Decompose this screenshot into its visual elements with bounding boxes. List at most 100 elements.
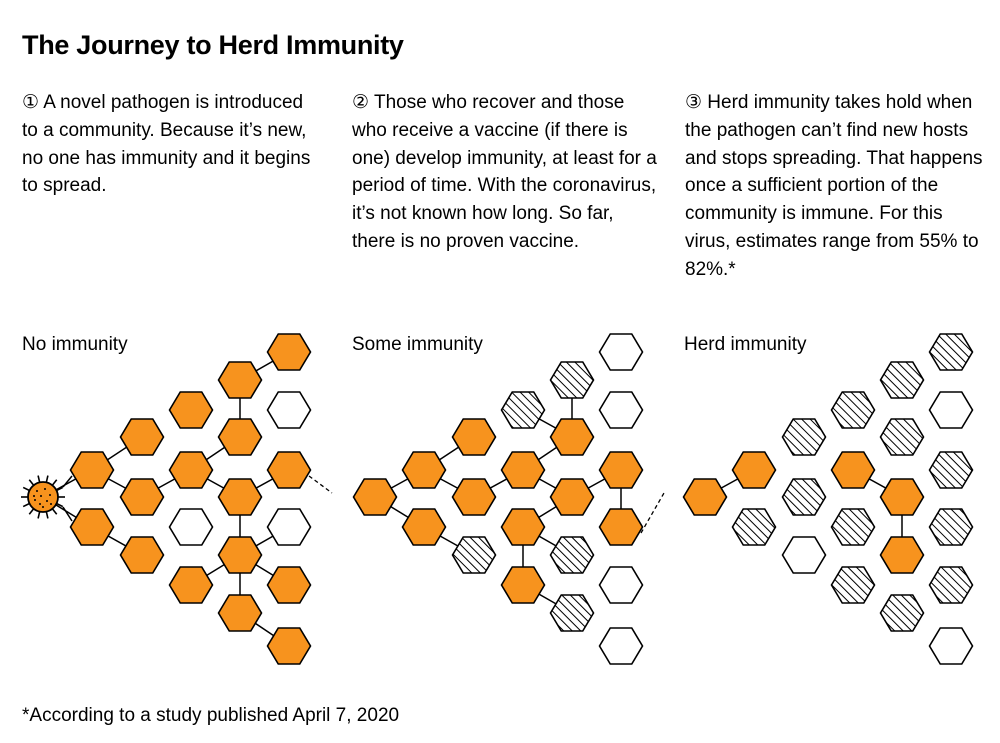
infected-node — [69, 508, 115, 546]
infected-node — [69, 451, 115, 489]
virus-spike — [51, 479, 58, 486]
virus-spike — [51, 508, 58, 515]
virus-dot — [36, 490, 38, 492]
nodes-layer — [69, 333, 974, 665]
immune-node — [549, 536, 595, 574]
immune-node — [830, 566, 876, 604]
susceptible-node — [598, 333, 644, 371]
infected-node — [168, 451, 214, 489]
susceptible-node — [928, 391, 974, 429]
virus-spike — [56, 502, 64, 508]
immune-node — [731, 508, 777, 546]
panel-label-herd-immunity: Herd immunity — [684, 334, 807, 355]
susceptible-node — [598, 566, 644, 604]
footnote: *According to a study published April 7,… — [22, 705, 400, 726]
infected-node — [731, 451, 777, 489]
immune-node — [549, 594, 595, 632]
infected-node — [217, 478, 263, 516]
virus-spike — [22, 502, 30, 508]
connection-line — [62, 506, 73, 522]
immune-node — [781, 478, 827, 516]
infected-node — [266, 627, 312, 665]
dashed-bridge-line — [308, 475, 333, 494]
infected-node — [598, 451, 644, 489]
infected-node — [217, 361, 263, 399]
immune-node — [928, 508, 974, 546]
susceptible-node — [168, 508, 214, 546]
virus-dot — [42, 506, 44, 508]
infected-node — [549, 478, 595, 516]
connection-line — [62, 475, 73, 488]
virus-dot — [33, 495, 35, 497]
infected-node — [352, 478, 398, 516]
infected-node — [830, 451, 876, 489]
infected-node — [401, 451, 447, 489]
immune-node — [781, 418, 827, 456]
susceptible-node — [598, 391, 644, 429]
infected-node — [500, 566, 546, 604]
virus-spike — [28, 508, 35, 515]
infected-node — [879, 536, 925, 574]
infected-node — [266, 333, 312, 371]
panel-label-some-immunity: Some immunity — [352, 334, 483, 355]
immune-node — [928, 566, 974, 604]
panel-label-no-immunity: No immunity — [22, 334, 128, 355]
virus-spike — [56, 486, 64, 492]
step-3-text: ③ Herd immunity takes hold when the path… — [685, 92, 983, 280]
infected-node — [168, 566, 214, 604]
virus-spike — [37, 475, 41, 483]
infected-node — [879, 478, 925, 516]
virus-dot — [34, 499, 36, 501]
immune-node — [451, 536, 497, 574]
immune-node — [879, 361, 925, 399]
page-title: The Journey to Herd Immunity — [22, 30, 404, 60]
infected-node — [682, 478, 728, 516]
infected-node — [119, 418, 165, 456]
immune-node — [928, 333, 974, 371]
infected-node — [500, 451, 546, 489]
dashed-bridge-line — [640, 492, 665, 534]
susceptible-node — [266, 391, 312, 429]
infected-node — [217, 418, 263, 456]
infected-node — [217, 594, 263, 632]
virus-dot — [44, 488, 46, 490]
immune-node — [928, 451, 974, 489]
immune-node — [830, 391, 876, 429]
virus-spike — [37, 511, 41, 519]
susceptible-node — [781, 536, 827, 574]
infected-node — [217, 536, 263, 574]
virus-dot — [40, 495, 42, 497]
infected-node — [266, 566, 312, 604]
immune-node — [879, 594, 925, 632]
infected-node — [500, 508, 546, 546]
step-1-text: ① A novel pathogen is introduced to a co… — [22, 92, 311, 197]
virus-dot — [49, 494, 51, 496]
infected-node — [168, 391, 214, 429]
pathogen-icon — [21, 475, 65, 519]
infected-node — [119, 478, 165, 516]
virus-spike — [45, 511, 49, 519]
step-2-text: ② Those who recover and those who receiv… — [352, 92, 657, 252]
bridges-layer — [308, 475, 665, 534]
infected-node — [266, 451, 312, 489]
infected-node — [549, 418, 595, 456]
susceptible-node — [928, 627, 974, 665]
infected-node — [401, 508, 447, 546]
virus-spike — [45, 475, 49, 483]
infected-node — [451, 418, 497, 456]
susceptible-node — [266, 508, 312, 546]
virus-dot — [39, 503, 41, 505]
immune-node — [500, 391, 546, 429]
infected-node — [598, 508, 644, 546]
infected-node — [451, 478, 497, 516]
immune-node — [830, 508, 876, 546]
virus-dot — [46, 500, 48, 502]
virus-spike — [22, 486, 30, 492]
virus-spike — [28, 479, 35, 486]
virus-dot — [50, 503, 52, 505]
immune-node — [549, 361, 595, 399]
immune-node — [879, 418, 925, 456]
susceptible-node — [598, 627, 644, 665]
infected-node — [119, 536, 165, 574]
